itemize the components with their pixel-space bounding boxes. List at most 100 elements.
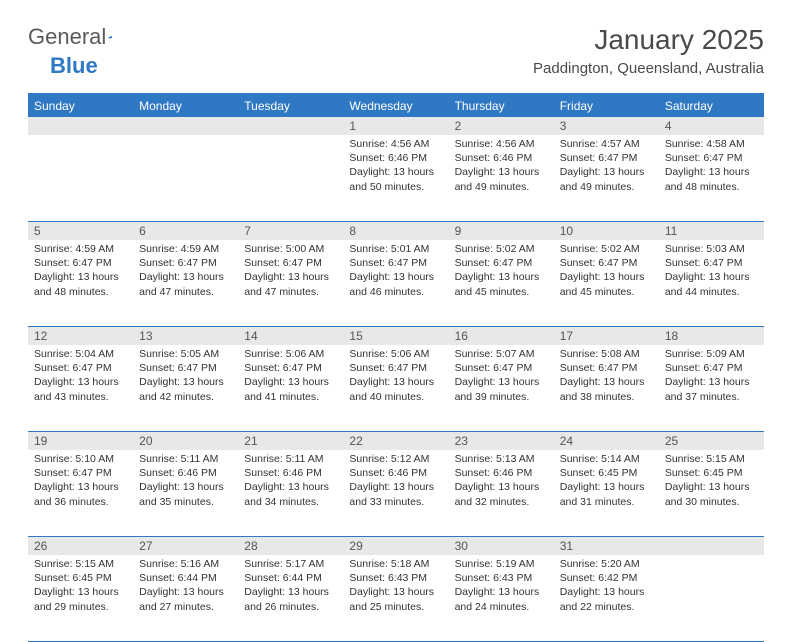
daylight-text: Daylight: 13 hours bbox=[34, 480, 127, 494]
day-cell: Sunrise: 5:18 AMSunset: 6:43 PMDaylight:… bbox=[343, 555, 448, 641]
day-number: 9 bbox=[449, 222, 554, 240]
day-number-row: 12131415161718 bbox=[28, 327, 764, 345]
day-details: Sunrise: 4:59 AMSunset: 6:47 PMDaylight:… bbox=[28, 240, 133, 305]
day-number-row: 262728293031 bbox=[28, 537, 764, 555]
sunrise-text: Sunrise: 5:10 AM bbox=[34, 452, 127, 466]
sunrise-text: Sunrise: 5:17 AM bbox=[244, 557, 337, 571]
empty-cell bbox=[28, 135, 133, 221]
weekday-header: Tuesday bbox=[238, 95, 343, 117]
day-number: 6 bbox=[133, 222, 238, 240]
day-cell: Sunrise: 4:59 AMSunset: 6:47 PMDaylight:… bbox=[28, 240, 133, 326]
sunrise-text: Sunrise: 5:20 AM bbox=[560, 557, 653, 571]
daylight-text: Daylight: 13 hours bbox=[560, 585, 653, 599]
day-number: 20 bbox=[133, 432, 238, 450]
sunset-text: Sunset: 6:46 PM bbox=[139, 466, 232, 480]
day-number: 11 bbox=[659, 222, 764, 240]
day-number: 29 bbox=[343, 537, 448, 555]
day-number: 26 bbox=[28, 537, 133, 555]
day-details: Sunrise: 5:06 AMSunset: 6:47 PMDaylight:… bbox=[238, 345, 343, 410]
sunrise-text: Sunrise: 5:13 AM bbox=[455, 452, 548, 466]
sunrise-text: Sunrise: 5:11 AM bbox=[139, 452, 232, 466]
daylight-text: and 40 minutes. bbox=[349, 390, 442, 404]
day-number: 8 bbox=[343, 222, 448, 240]
day-number: 12 bbox=[28, 327, 133, 345]
daylight-text: and 47 minutes. bbox=[139, 285, 232, 299]
daylight-text: Daylight: 13 hours bbox=[139, 480, 232, 494]
daylight-text: Daylight: 13 hours bbox=[560, 165, 653, 179]
daylight-text: Daylight: 13 hours bbox=[139, 270, 232, 284]
sunset-text: Sunset: 6:47 PM bbox=[560, 256, 653, 270]
daylight-text: Daylight: 13 hours bbox=[244, 270, 337, 284]
daylight-text: and 48 minutes. bbox=[665, 180, 758, 194]
daylight-text: and 48 minutes. bbox=[34, 285, 127, 299]
day-details: Sunrise: 5:01 AMSunset: 6:47 PMDaylight:… bbox=[343, 240, 448, 305]
sunset-text: Sunset: 6:47 PM bbox=[665, 256, 758, 270]
logo-text-2: Blue bbox=[50, 53, 98, 79]
day-cell: Sunrise: 4:58 AMSunset: 6:47 PMDaylight:… bbox=[659, 135, 764, 221]
sunrise-text: Sunrise: 4:56 AM bbox=[455, 137, 548, 151]
logo-text-1: General bbox=[28, 24, 106, 50]
sunset-text: Sunset: 6:47 PM bbox=[34, 256, 127, 270]
day-details: Sunrise: 5:14 AMSunset: 6:45 PMDaylight:… bbox=[554, 450, 659, 515]
daylight-text: Daylight: 13 hours bbox=[665, 375, 758, 389]
sunset-text: Sunset: 6:46 PM bbox=[455, 151, 548, 165]
sunrise-text: Sunrise: 5:02 AM bbox=[455, 242, 548, 256]
day-number: 27 bbox=[133, 537, 238, 555]
sunset-text: Sunset: 6:47 PM bbox=[455, 256, 548, 270]
daylight-text: Daylight: 13 hours bbox=[139, 585, 232, 599]
daylight-text: and 30 minutes. bbox=[665, 495, 758, 509]
sunset-text: Sunset: 6:44 PM bbox=[244, 571, 337, 585]
weekday-header: Sunday bbox=[28, 95, 133, 117]
day-details: Sunrise: 5:15 AMSunset: 6:45 PMDaylight:… bbox=[659, 450, 764, 515]
sunset-text: Sunset: 6:47 PM bbox=[139, 256, 232, 270]
daylight-text: and 50 minutes. bbox=[349, 180, 442, 194]
sunrise-text: Sunrise: 5:03 AM bbox=[665, 242, 758, 256]
day-details: Sunrise: 5:15 AMSunset: 6:45 PMDaylight:… bbox=[28, 555, 133, 620]
sunrise-text: Sunrise: 5:00 AM bbox=[244, 242, 337, 256]
sunset-text: Sunset: 6:47 PM bbox=[34, 466, 127, 480]
day-cell: Sunrise: 5:02 AMSunset: 6:47 PMDaylight:… bbox=[554, 240, 659, 326]
sunset-text: Sunset: 6:42 PM bbox=[560, 571, 653, 585]
day-number: 30 bbox=[449, 537, 554, 555]
daylight-text: Daylight: 13 hours bbox=[560, 480, 653, 494]
day-number bbox=[238, 117, 343, 135]
day-cell: Sunrise: 4:59 AMSunset: 6:47 PMDaylight:… bbox=[133, 240, 238, 326]
daylight-text: Daylight: 13 hours bbox=[455, 375, 548, 389]
daylight-text: and 31 minutes. bbox=[560, 495, 653, 509]
daylight-text: and 49 minutes. bbox=[455, 180, 548, 194]
sunrise-text: Sunrise: 4:59 AM bbox=[139, 242, 232, 256]
daylight-text: Daylight: 13 hours bbox=[665, 270, 758, 284]
daylight-text: and 49 minutes. bbox=[560, 180, 653, 194]
daylight-text: Daylight: 13 hours bbox=[349, 480, 442, 494]
week-row: Sunrise: 5:10 AMSunset: 6:47 PMDaylight:… bbox=[28, 450, 764, 537]
sunset-text: Sunset: 6:47 PM bbox=[139, 361, 232, 375]
daylight-text: Daylight: 13 hours bbox=[244, 480, 337, 494]
sunrise-text: Sunrise: 5:07 AM bbox=[455, 347, 548, 361]
day-cell: Sunrise: 5:20 AMSunset: 6:42 PMDaylight:… bbox=[554, 555, 659, 641]
day-details: Sunrise: 5:19 AMSunset: 6:43 PMDaylight:… bbox=[449, 555, 554, 620]
sunrise-text: Sunrise: 4:58 AM bbox=[665, 137, 758, 151]
sunset-text: Sunset: 6:46 PM bbox=[349, 151, 442, 165]
sunrise-text: Sunrise: 5:05 AM bbox=[139, 347, 232, 361]
day-details: Sunrise: 5:09 AMSunset: 6:47 PMDaylight:… bbox=[659, 345, 764, 410]
day-details: Sunrise: 4:56 AMSunset: 6:46 PMDaylight:… bbox=[449, 135, 554, 200]
day-number: 24 bbox=[554, 432, 659, 450]
daylight-text: Daylight: 13 hours bbox=[349, 165, 442, 179]
day-number: 15 bbox=[343, 327, 448, 345]
day-number: 28 bbox=[238, 537, 343, 555]
daylight-text: and 33 minutes. bbox=[349, 495, 442, 509]
sunset-text: Sunset: 6:46 PM bbox=[244, 466, 337, 480]
calendar-page: General January 2025 Paddington, Queensl… bbox=[0, 0, 792, 642]
day-cell: Sunrise: 4:56 AMSunset: 6:46 PMDaylight:… bbox=[449, 135, 554, 221]
day-details: Sunrise: 5:13 AMSunset: 6:46 PMDaylight:… bbox=[449, 450, 554, 515]
sunset-text: Sunset: 6:47 PM bbox=[665, 361, 758, 375]
day-cell: Sunrise: 5:12 AMSunset: 6:46 PMDaylight:… bbox=[343, 450, 448, 536]
day-number: 18 bbox=[659, 327, 764, 345]
day-number: 31 bbox=[554, 537, 659, 555]
day-cell: Sunrise: 5:08 AMSunset: 6:47 PMDaylight:… bbox=[554, 345, 659, 431]
weekday-header: Friday bbox=[554, 95, 659, 117]
day-number: 3 bbox=[554, 117, 659, 135]
day-number-row: 1234 bbox=[28, 117, 764, 135]
sunset-text: Sunset: 6:45 PM bbox=[34, 571, 127, 585]
day-cell: Sunrise: 5:00 AMSunset: 6:47 PMDaylight:… bbox=[238, 240, 343, 326]
